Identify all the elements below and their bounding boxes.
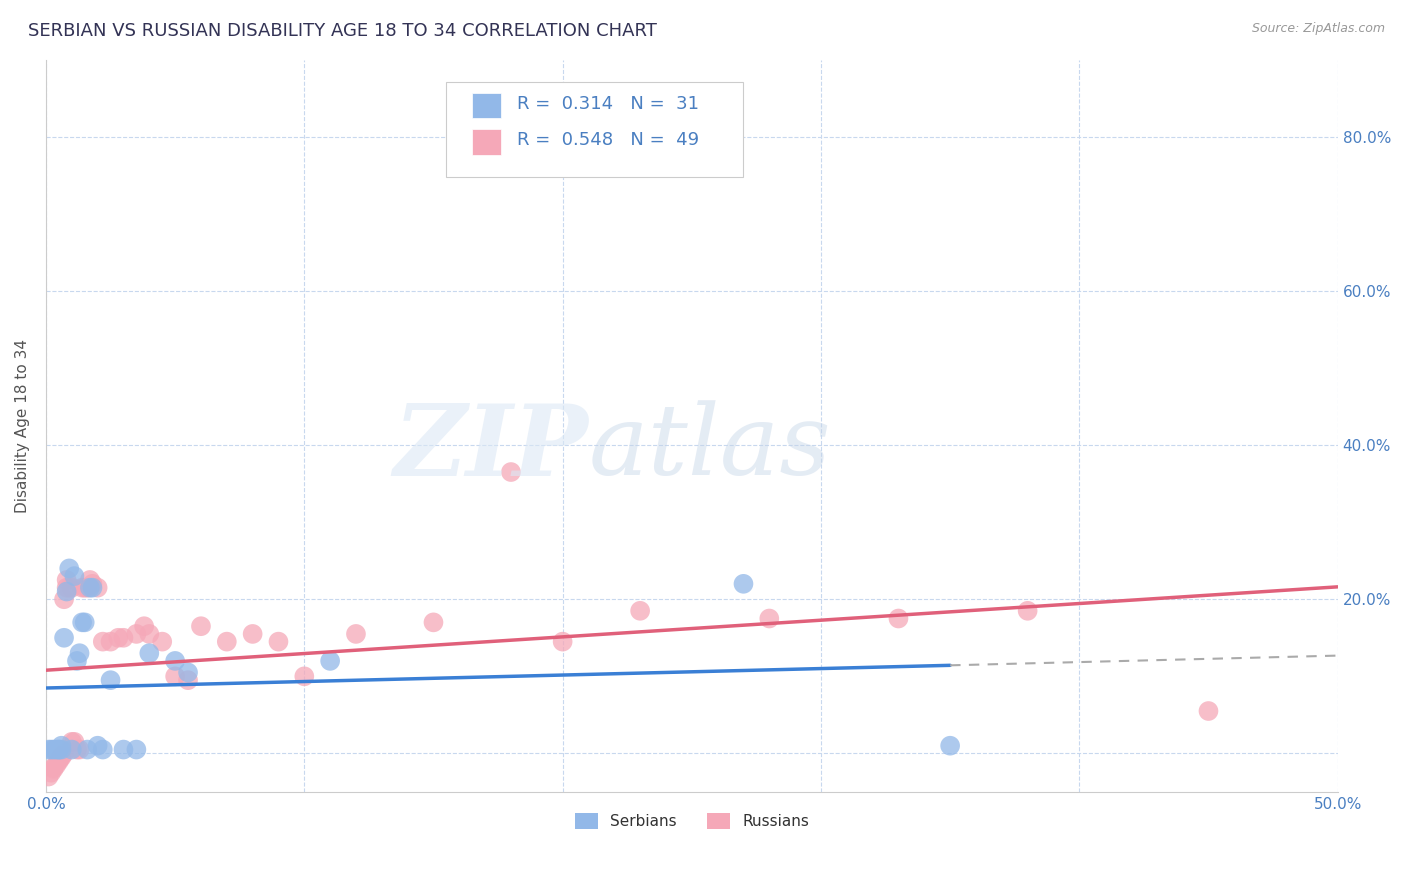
- Point: [45, 758, 67, 772]
- Point: [628, 604, 651, 618]
- Point: [51, 750, 73, 764]
- Text: ZIP: ZIP: [394, 400, 589, 496]
- Point: [215, 634, 238, 648]
- Point: [138, 627, 160, 641]
- Point: [51, 739, 73, 753]
- Point: [48, 742, 70, 756]
- Point: [107, 631, 129, 645]
- Point: [138, 646, 160, 660]
- Bar: [472, 129, 501, 155]
- Point: [165, 669, 187, 683]
- Point: [150, 634, 173, 648]
- Point: [125, 627, 148, 641]
- Point: [499, 465, 522, 479]
- Point: [48, 742, 70, 756]
- Point: [66, 654, 89, 668]
- Point: [70, 581, 93, 595]
- Point: [319, 654, 342, 668]
- Point: [63, 735, 86, 749]
- Point: [38, 742, 60, 756]
- Point: [53, 592, 76, 607]
- Point: [190, 619, 212, 633]
- Point: [73, 615, 96, 630]
- Text: Source: ZipAtlas.com: Source: ZipAtlas.com: [1251, 22, 1385, 36]
- Point: [79, 581, 101, 595]
- Point: [58, 561, 80, 575]
- Point: [48, 754, 70, 768]
- Point: [69, 742, 91, 756]
- Point: [58, 581, 80, 595]
- Point: [38, 770, 60, 784]
- Point: [55, 573, 77, 587]
- Point: [91, 634, 114, 648]
- Point: [887, 611, 910, 625]
- Point: [242, 627, 264, 641]
- Point: [86, 739, 108, 753]
- Point: [82, 581, 104, 595]
- Point: [112, 631, 135, 645]
- Point: [134, 619, 156, 633]
- Point: [1198, 704, 1220, 718]
- Point: [42, 762, 65, 776]
- Text: SERBIAN VS RUSSIAN DISABILITY AGE 18 TO 34 CORRELATION CHART: SERBIAN VS RUSSIAN DISABILITY AGE 18 TO …: [28, 22, 657, 40]
- Point: [53, 631, 76, 645]
- Text: atlas: atlas: [589, 401, 831, 495]
- Point: [55, 581, 77, 595]
- Point: [73, 581, 96, 595]
- Point: [60, 742, 83, 756]
- Point: [82, 577, 104, 591]
- Point: [344, 627, 367, 641]
- Point: [51, 742, 73, 756]
- Point: [758, 611, 780, 625]
- Point: [165, 654, 187, 668]
- Point: [60, 581, 83, 595]
- Legend: Serbians, Russians: Serbians, Russians: [568, 807, 815, 836]
- Point: [45, 742, 67, 756]
- Point: [39, 765, 62, 780]
- Point: [55, 584, 77, 599]
- Point: [177, 673, 200, 688]
- Point: [292, 669, 315, 683]
- Point: [551, 634, 574, 648]
- Text: R =  0.548   N =  49: R = 0.548 N = 49: [517, 131, 700, 149]
- Point: [63, 569, 86, 583]
- Text: R =  0.314   N =  31: R = 0.314 N = 31: [517, 95, 699, 112]
- Point: [1017, 604, 1039, 618]
- Point: [70, 615, 93, 630]
- Point: [100, 634, 122, 648]
- Bar: [472, 93, 501, 118]
- Point: [51, 748, 73, 763]
- Point: [86, 581, 108, 595]
- Point: [76, 581, 98, 595]
- Point: [100, 673, 122, 688]
- Point: [60, 735, 83, 749]
- Point: [53, 747, 76, 761]
- Point: [125, 742, 148, 756]
- Point: [42, 742, 65, 756]
- Point: [91, 742, 114, 756]
- Point: [66, 742, 89, 756]
- Point: [76, 742, 98, 756]
- Point: [69, 646, 91, 660]
- Point: [112, 742, 135, 756]
- Point: [267, 634, 290, 648]
- Point: [79, 573, 101, 587]
- Point: [48, 753, 70, 767]
- Point: [42, 760, 65, 774]
- Point: [39, 742, 62, 756]
- Point: [733, 577, 755, 591]
- FancyBboxPatch shape: [446, 81, 744, 177]
- Point: [422, 615, 444, 630]
- Point: [939, 739, 962, 753]
- Y-axis label: Disability Age 18 to 34: Disability Age 18 to 34: [15, 339, 30, 513]
- Point: [177, 665, 200, 680]
